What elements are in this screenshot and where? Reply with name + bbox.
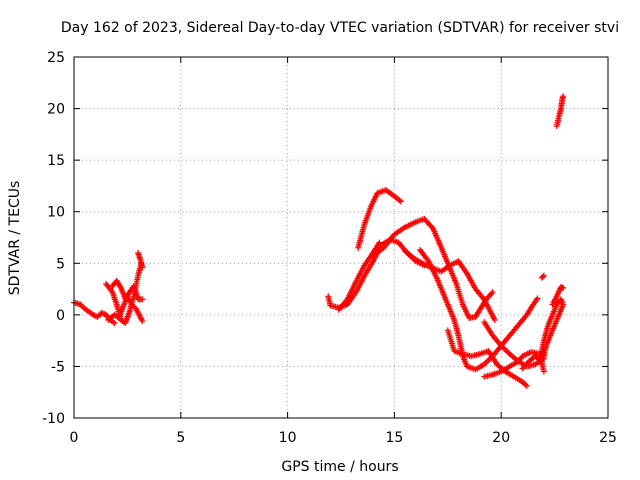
y-tick-label: 5 [56,256,65,272]
x-tick-label: 15 [385,430,403,446]
x-tick-label: 25 [599,430,617,446]
y-tick-label: 0 [56,308,65,324]
y-tick-label: 20 [47,102,65,118]
grid [74,57,608,418]
data-point [489,289,496,296]
data-point [491,317,498,324]
y-axis-label: SDTVAR / TECUs [7,181,23,296]
data-point [138,316,145,323]
data-point [483,358,490,365]
y-tick-label: -10 [42,411,65,427]
data-point [111,320,118,327]
data-point [139,264,146,271]
y-tick-label: -5 [51,359,65,375]
data-point [503,348,510,355]
series-track-7 [335,239,383,313]
series-track-1 [71,299,118,327]
x-tick-label: 20 [492,430,510,446]
data-point [540,353,547,360]
series-track-19 [553,93,567,130]
data-point [396,197,403,204]
data-point [397,198,404,205]
data-point [540,368,547,375]
x-tick-label: 10 [279,430,297,446]
series-track-18 [538,272,547,281]
data-point [522,381,529,388]
data-point [560,93,567,100]
y-tick-label: 15 [47,153,65,169]
series-track-5 [135,249,146,271]
data-point [139,318,146,325]
series-track-3 [109,277,146,303]
data-point [534,295,541,302]
x-axis-ticks: 0 5 10 15 20 25 [70,57,617,446]
data-point [428,223,435,230]
data-points [71,93,567,390]
data-point [108,287,115,294]
data-point [502,346,509,353]
y-tick-label: 25 [47,50,65,66]
x-axis-label: GPS time / hours [281,459,398,475]
y-axis-ticks: -10 -5 0 5 10 15 20 25 [42,50,608,427]
series-track-16 [536,296,567,365]
series-track-14 [481,348,547,380]
series-track-8 [355,187,404,251]
chart-title: Day 162 of 2023, Sidereal Day-to-day VTE… [61,20,619,36]
plot-frame [73,56,609,419]
series-track-11 [417,246,541,373]
data-point [539,273,546,280]
data-point [523,383,530,390]
y-tick-label: 10 [47,205,65,221]
data-point [560,285,567,292]
x-tick-label: 5 [176,430,185,446]
data-point [540,272,547,279]
x-tick-label: 0 [70,430,79,446]
series-track-4 [105,293,146,325]
data-point [376,239,383,246]
series-track-17 [549,284,567,308]
data-point [139,296,146,303]
